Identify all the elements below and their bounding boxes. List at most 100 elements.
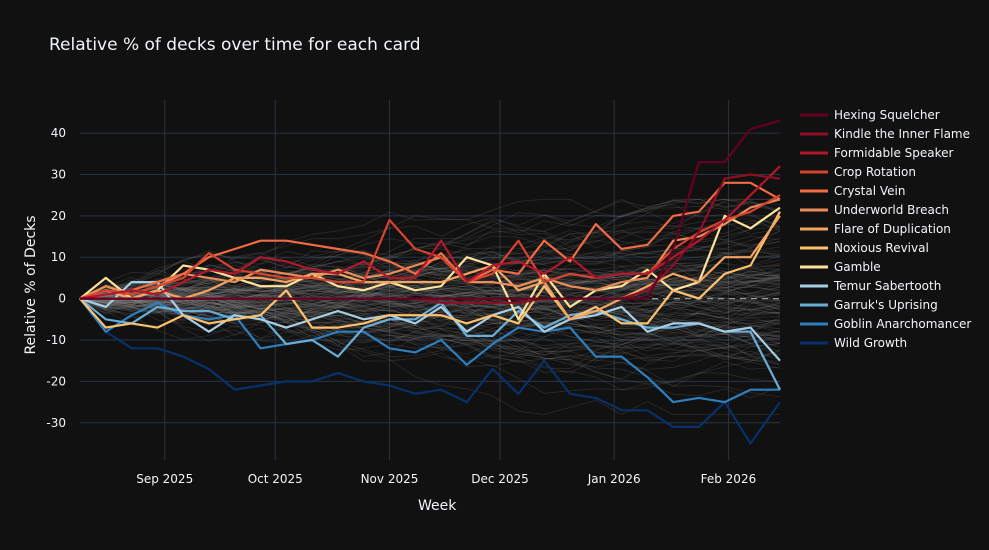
background-series-line bbox=[79, 278, 781, 370]
background-series-line bbox=[79, 277, 781, 302]
series-line-hexing-squelcher[interactable] bbox=[80, 119, 781, 300]
background-series-line bbox=[79, 279, 781, 337]
legend-item[interactable]: Crop Rotation bbox=[800, 165, 916, 179]
y-tick-label: 20 bbox=[51, 209, 66, 223]
y-tick-label: -30 bbox=[46, 416, 66, 430]
x-tick-label: Feb 2026 bbox=[701, 472, 757, 486]
background-series-line bbox=[79, 294, 781, 333]
background-series-line bbox=[79, 298, 781, 365]
legend-item[interactable]: Goblin Anarchomancer bbox=[800, 317, 971, 331]
background-series-line bbox=[79, 294, 781, 352]
background-series-line bbox=[79, 250, 781, 299]
background-series-line bbox=[79, 282, 781, 320]
background-series-line bbox=[79, 262, 781, 315]
background-series-line bbox=[79, 248, 780, 299]
background-series-line bbox=[79, 287, 781, 338]
background-series-line bbox=[79, 287, 781, 309]
series-line-wild-growth[interactable] bbox=[79, 297, 781, 445]
legend-label: Noxious Revival bbox=[834, 241, 929, 255]
background-series-line bbox=[79, 270, 781, 334]
x-tick-label: Nov 2025 bbox=[361, 472, 419, 486]
background-series-line bbox=[79, 267, 781, 325]
background-series-line bbox=[79, 282, 781, 302]
background-series-line bbox=[79, 295, 781, 363]
series-line-goblin-anarchomancer[interactable] bbox=[79, 297, 780, 404]
background-series-line bbox=[79, 272, 781, 350]
background-series-line bbox=[79, 230, 781, 304]
background-series-line bbox=[79, 288, 781, 391]
legend-item[interactable]: Hexing Squelcher bbox=[800, 108, 940, 122]
background-series-line bbox=[79, 294, 781, 346]
legend-item[interactable]: Formidable Speaker bbox=[800, 146, 954, 160]
background-series-line bbox=[79, 246, 781, 299]
legend-item[interactable]: Flare of Duplication bbox=[800, 222, 951, 236]
series-line-crop-rotation[interactable] bbox=[79, 194, 781, 300]
background-series-line bbox=[79, 298, 781, 342]
background-series-line bbox=[79, 198, 781, 299]
series-line-formidable-speaker[interactable] bbox=[79, 165, 781, 300]
legend-item[interactable]: Noxious Revival bbox=[800, 241, 929, 255]
chart-title: Relative % of decks over time for each c… bbox=[49, 35, 421, 55]
legend-label: Crystal Vein bbox=[834, 184, 905, 198]
background-series-line bbox=[79, 259, 781, 306]
legend-item[interactable]: Underworld Breach bbox=[800, 203, 949, 217]
legend-label: Formidable Speaker bbox=[834, 146, 954, 160]
background-series-line bbox=[79, 293, 781, 356]
background-series-line bbox=[79, 237, 781, 308]
background-series-line bbox=[79, 198, 780, 304]
background-series-line bbox=[79, 270, 781, 299]
background-series-line bbox=[79, 274, 781, 307]
legend-item[interactable]: Kindle the Inner Flame bbox=[800, 127, 970, 141]
legend-item[interactable]: Garruk's Uprising bbox=[800, 298, 938, 312]
legend-item[interactable]: Temur Sabertooth bbox=[800, 279, 941, 293]
background-series-line bbox=[79, 298, 780, 415]
legend[interactable]: Hexing Squelcher Kindle the Inner Flame Fo… bbox=[800, 108, 971, 350]
background-series-line bbox=[79, 284, 781, 394]
background-series-line bbox=[79, 298, 781, 312]
background-series-line bbox=[79, 298, 781, 332]
background-series-line bbox=[79, 286, 781, 326]
background-series-line bbox=[79, 277, 781, 331]
y-tick-label: 0 bbox=[58, 292, 66, 306]
background-series-line bbox=[79, 270, 781, 299]
background-series-line bbox=[79, 276, 781, 387]
series-line-flare-of-duplication[interactable] bbox=[79, 215, 781, 321]
background-series-line bbox=[79, 268, 781, 305]
background-series-line bbox=[79, 284, 781, 315]
background-series-line bbox=[79, 269, 781, 309]
legend-label: Underworld Breach bbox=[834, 203, 949, 217]
legend-label: Flare of Duplication bbox=[834, 222, 951, 236]
background-series-line bbox=[79, 294, 781, 345]
series-line-noxious-revival[interactable] bbox=[79, 211, 781, 329]
background-series-line bbox=[79, 217, 781, 299]
background-series-line bbox=[79, 205, 781, 299]
background-series-line bbox=[79, 264, 781, 303]
legend-label: Wild Growth bbox=[834, 336, 907, 350]
background-series-line bbox=[79, 278, 781, 337]
background-series-line bbox=[79, 278, 781, 304]
background-series-line bbox=[79, 198, 781, 305]
legend-label: Kindle the Inner Flame bbox=[834, 127, 970, 141]
y-tick-label: 10 bbox=[51, 250, 66, 264]
legend-label: Gamble bbox=[834, 260, 881, 274]
background-series-line bbox=[79, 296, 781, 344]
background-series-line bbox=[79, 298, 781, 352]
legend-label: Crop Rotation bbox=[834, 165, 916, 179]
background-series-line bbox=[79, 295, 781, 341]
legend-item[interactable]: Crystal Vein bbox=[800, 184, 905, 198]
legend-label: Garruk's Uprising bbox=[834, 298, 938, 312]
y-tick-label: 30 bbox=[51, 167, 66, 181]
background-series-line bbox=[79, 271, 781, 314]
legend-item[interactable]: Wild Growth bbox=[800, 336, 907, 350]
x-tick-label: Jan 2026 bbox=[587, 472, 641, 486]
y-tick-labels: -30 -20 -10 0 10 20 30 40 bbox=[46, 126, 66, 430]
background-series-line bbox=[79, 198, 780, 299]
legend-item[interactable]: Gamble bbox=[800, 260, 881, 274]
background-series-line bbox=[79, 278, 781, 307]
y-tick-label: -20 bbox=[46, 374, 66, 388]
y-tick-label: 40 bbox=[51, 126, 66, 140]
background-series-line bbox=[79, 267, 781, 334]
background-series-line bbox=[79, 220, 781, 299]
legend-label: Hexing Squelcher bbox=[834, 108, 940, 122]
